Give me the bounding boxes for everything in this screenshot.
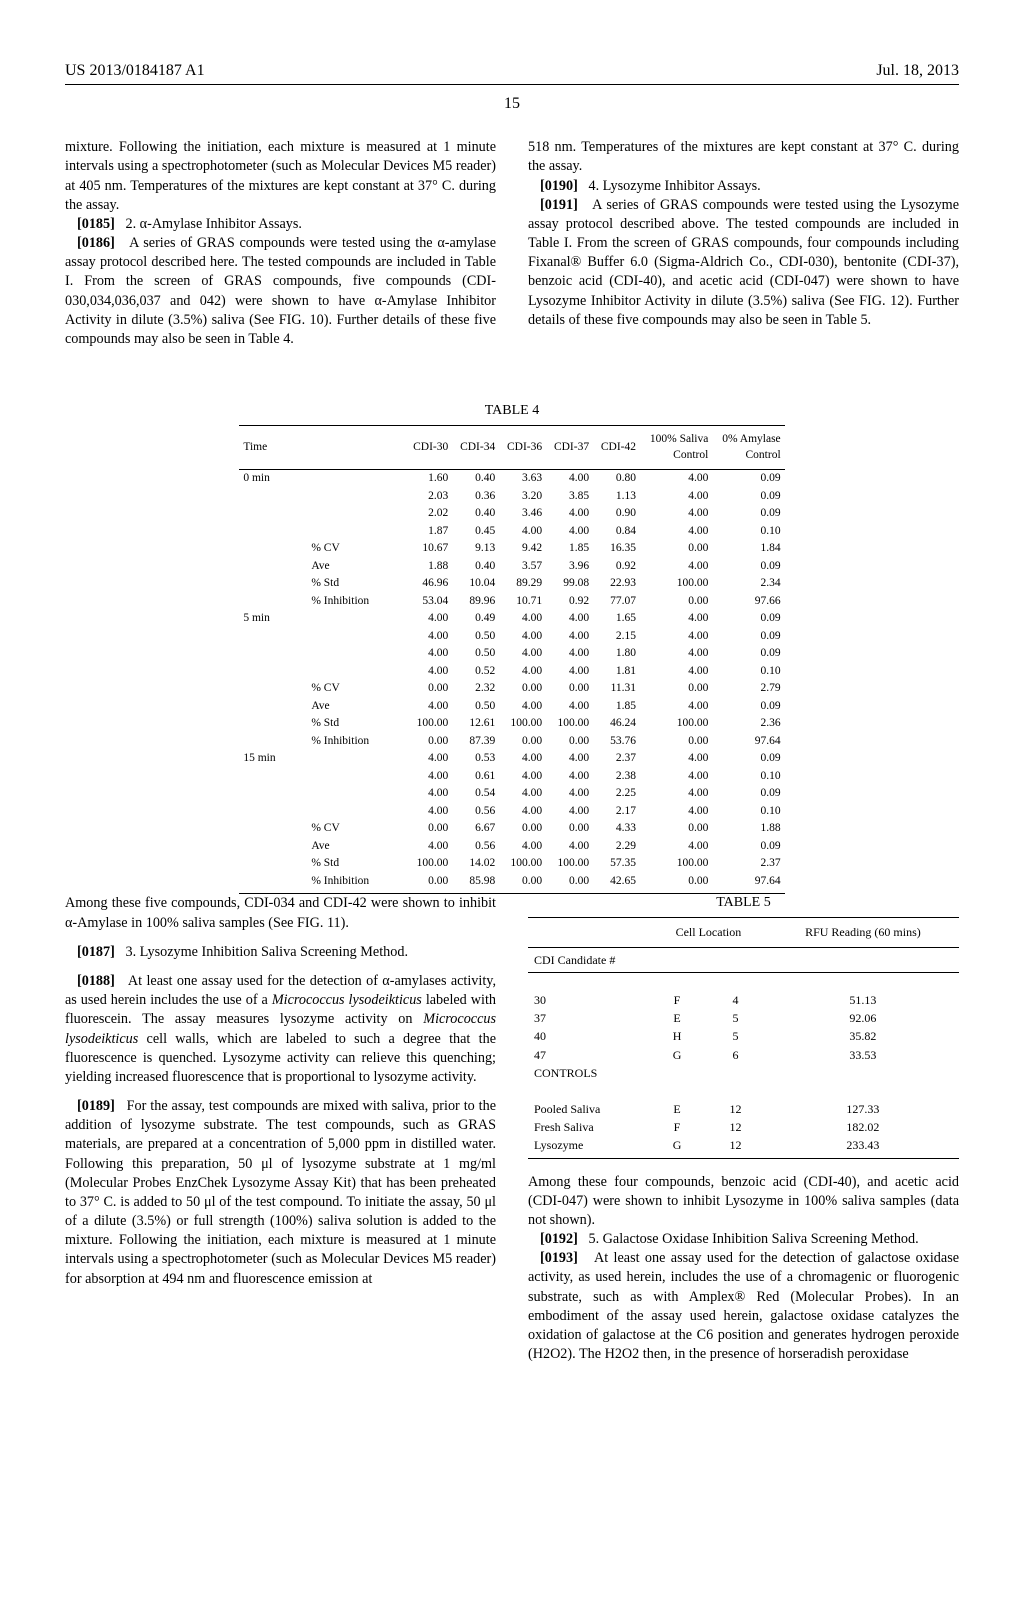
paragraph: [0189] For the assay, test compounds are… — [65, 1097, 496, 1289]
table-row: 47G633.53 — [528, 1046, 959, 1064]
table-row: % Inhibition0.0085.980.000.0042.650.0097… — [239, 873, 784, 894]
table-row: Pooled SalivaE12127.33 — [528, 1100, 959, 1118]
table-header: CDI-37 — [546, 426, 593, 470]
table-row: % Inhibition53.0489.9610.710.9277.070.00… — [239, 593, 784, 611]
table-header — [528, 918, 650, 947]
table-row: Ave1.880.403.573.960.924.000.09 — [239, 558, 784, 576]
table-row: CONTROLS — [528, 1064, 959, 1082]
paragraph: 518 nm. Temperatures of the mixtures are… — [528, 138, 959, 176]
table-row: % CV10.679.139.421.8516.350.001.84 — [239, 540, 784, 558]
table-row: 2.020.403.464.000.904.000.09 — [239, 505, 784, 523]
table-row: 4.000.524.004.001.814.000.10 — [239, 663, 784, 681]
top-text-columns: mixture. Following the initiation, each … — [65, 138, 959, 402]
paragraph: [0192] 5. Galactose Oxidase Inhibition S… — [528, 1230, 959, 1249]
table-row: 40H535.82 — [528, 1027, 959, 1045]
table-row: 1.870.454.004.000.844.000.10 — [239, 523, 784, 541]
table-row: Ave4.000.564.004.002.294.000.09 — [239, 838, 784, 856]
table-row: 4.000.504.004.001.804.000.09 — [239, 645, 784, 663]
table-5-table: Cell LocationRFU Reading (60 mins)CDI Ca… — [528, 917, 959, 1158]
paragraph: [0185] 2. α-Amylase Inhibitor Assays. — [65, 215, 496, 234]
table-header: RFU Reading (60 mins) — [767, 918, 959, 947]
table-header: CDI-34 — [452, 426, 499, 470]
paragraph: Among these four compounds, benzoic acid… — [528, 1173, 959, 1231]
table-header — [307, 426, 405, 470]
table-row: 4.000.614.004.002.384.000.10 — [239, 768, 784, 786]
paragraph: [0191] A series of GRAS compounds were t… — [528, 196, 959, 330]
table-row: % Std46.9610.0489.2999.0822.93100.002.34 — [239, 575, 784, 593]
paragraph: Among these five compounds, CDI-034 and … — [65, 894, 496, 932]
paragraph: [0188] At least one assay used for the d… — [65, 972, 496, 1087]
table-row: Ave4.000.504.004.001.854.000.09 — [239, 698, 784, 716]
table-header: CDI-30 — [405, 426, 452, 470]
page-header: US 2013/0184187 A1 Jul. 18, 2013 — [65, 60, 959, 85]
table-row: 4.000.544.004.002.254.000.09 — [239, 785, 784, 803]
table-header: Cell Location — [650, 918, 767, 947]
table-row: % Std100.0014.02100.00100.0057.35100.002… — [239, 855, 784, 873]
table-4: TABLE 4 Time CDI-30CDI-34CDI-36CDI-37CDI-… — [239, 402, 784, 894]
bottom-text-columns: Among these five compounds, CDI-034 and … — [65, 894, 959, 1566]
table-header: Time — [239, 426, 307, 470]
paragraph: mixture. Following the initiation, each … — [65, 138, 496, 215]
table-row: % Inhibition0.0087.390.000.0053.760.0097… — [239, 733, 784, 751]
table-5-title: TABLE 5 — [528, 894, 959, 913]
table-header: CDI-36 — [499, 426, 546, 470]
table-row: Fresh SalivaF12182.02 — [528, 1118, 959, 1136]
paragraph: [0190] 4. Lysozyme Inhibitor Assays. — [528, 177, 959, 196]
table-row: 2.030.363.203.851.134.000.09 — [239, 488, 784, 506]
table-header: CDI-42 — [593, 426, 640, 470]
publication-id: US 2013/0184187 A1 — [65, 60, 205, 82]
table-row: 15 min4.000.534.004.002.374.000.09 — [239, 750, 784, 768]
table-row: 30F451.13 — [528, 991, 959, 1009]
paragraph: [0193] At least one assay used for the d… — [528, 1249, 959, 1364]
table-5-wrap: TABLE 5 Cell LocationRFU Reading (60 min… — [528, 894, 959, 1158]
table-4-title: TABLE 4 — [239, 402, 784, 421]
table-row: % Std100.0012.61100.00100.0046.24100.002… — [239, 715, 784, 733]
page-number: 15 — [65, 93, 959, 115]
table-row: LysozymeG12233.43 — [528, 1136, 959, 1158]
table-row: % CV0.006.670.000.004.330.001.88 — [239, 820, 784, 838]
table-header: 100% SalivaControl — [640, 426, 712, 470]
paragraph: [0186] A series of GRAS compounds were t… — [65, 234, 496, 349]
table-4-table: Time CDI-30CDI-34CDI-36CDI-37CDI-42100% S… — [239, 425, 784, 894]
table-row: 4.000.504.004.002.154.000.09 — [239, 628, 784, 646]
publication-date: Jul. 18, 2013 — [876, 60, 959, 82]
table-row: % CV0.002.320.000.0011.310.002.79 — [239, 680, 784, 698]
table-row: 5 min4.000.494.004.001.654.000.09 — [239, 610, 784, 628]
table-row: CDI Candidate # — [528, 947, 959, 972]
table-header: 0% AmylaseControl — [712, 426, 784, 470]
paragraph: [0187] 3. Lysozyme Inhibition Saliva Scr… — [65, 943, 496, 962]
table-row: 0 min1.600.403.634.000.804.000.09 — [239, 470, 784, 488]
table-row: 37E592.06 — [528, 1009, 959, 1027]
table-row: 4.000.564.004.002.174.000.10 — [239, 803, 784, 821]
